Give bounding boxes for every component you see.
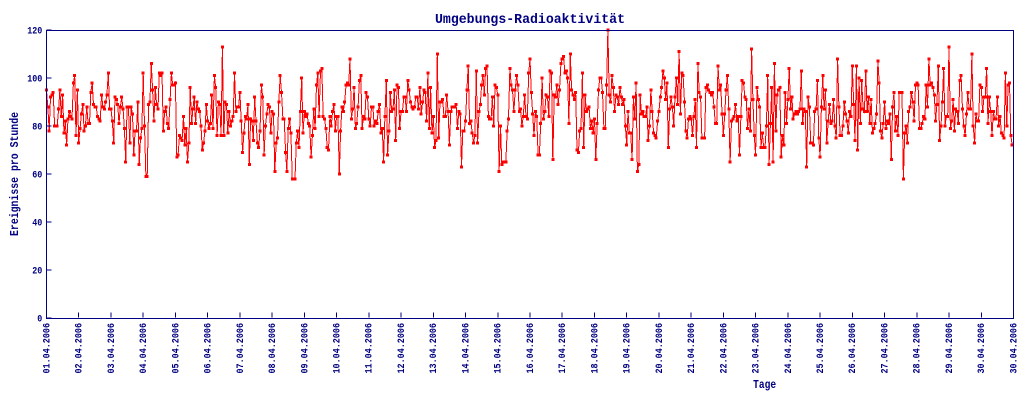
svg-text:21.04.2006: 21.04.2006 [687,323,698,374]
svg-text:40: 40 [32,218,42,229]
svg-text:06.04.2006: 06.04.2006 [204,323,215,374]
svg-text:25.04.2006: 25.04.2006 [816,323,827,374]
svg-text:23.04.2006: 23.04.2006 [752,323,763,374]
svg-text:24.04.2006: 24.04.2006 [784,323,795,374]
svg-text:09.04.2006: 09.04.2006 [300,323,311,374]
svg-text:19.04.2006: 19.04.2006 [623,323,634,374]
svg-text:30.04.2006: 30.04.2006 [1009,323,1020,374]
svg-text:03.04.2006: 03.04.2006 [107,323,118,374]
svg-text:05.04.2006: 05.04.2006 [171,323,182,374]
svg-text:120: 120 [27,26,42,37]
svg-text:01.04.2006: 01.04.2006 [42,323,53,374]
svg-text:13.04.2006: 13.04.2006 [429,323,440,374]
svg-text:22.04.2006: 22.04.2006 [719,323,730,374]
svg-text:29.04.2006: 29.04.2006 [945,323,956,374]
svg-text:14.04.2006: 14.04.2006 [461,323,472,374]
svg-text:16.04.2006: 16.04.2006 [526,323,537,374]
svg-text:12.04.2006: 12.04.2006 [397,323,408,374]
svg-text:07.04.2006: 07.04.2006 [236,323,247,374]
svg-text:Tage: Tage [753,378,776,392]
svg-text:60: 60 [32,170,42,181]
svg-text:04.04.2006: 04.04.2006 [139,323,150,374]
svg-text:18.04.2006: 18.04.2006 [590,323,601,374]
svg-text:27.04.2006: 27.04.2006 [880,323,891,374]
svg-text:20: 20 [32,266,42,277]
svg-text:17.04.2006: 17.04.2006 [558,323,569,374]
svg-text:08.04.2006: 08.04.2006 [268,323,279,374]
svg-text:80: 80 [32,122,42,133]
svg-text:100: 100 [27,74,42,85]
svg-text:02.04.2006: 02.04.2006 [75,323,86,374]
svg-text:30.04.2006: 30.04.2006 [977,323,988,374]
svg-text:11.04.2006: 11.04.2006 [365,323,376,374]
svg-text:0: 0 [37,314,42,325]
svg-text:26.04.2006: 26.04.2006 [848,323,859,374]
svg-text:28.04.2006: 28.04.2006 [913,323,924,374]
svg-text:10.04.2006: 10.04.2006 [333,323,344,374]
svg-text:15.04.2006: 15.04.2006 [494,323,505,374]
svg-text:Ereignisse pro Stunde: Ereignisse pro Stunde [8,112,22,236]
svg-text:Umgebungs-Radioaktivität: Umgebungs-Radioaktivität [435,12,625,28]
svg-text:20.04.2006: 20.04.2006 [655,323,666,374]
